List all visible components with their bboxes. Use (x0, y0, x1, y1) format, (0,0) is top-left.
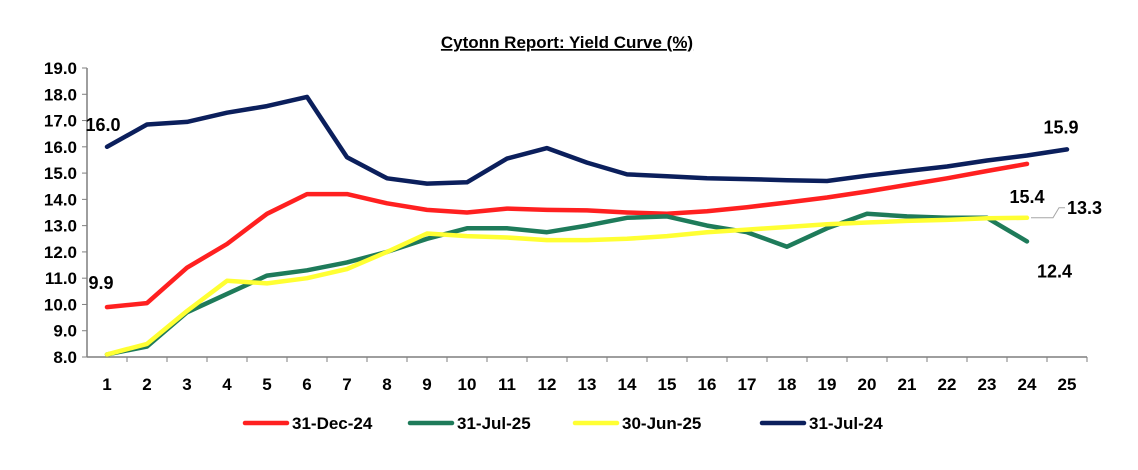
x-tick-label: 21 (898, 375, 917, 394)
x-tick-label: 20 (858, 375, 877, 394)
x-tick-label: 9 (422, 375, 431, 394)
y-tick-label: 14.0 (44, 190, 77, 209)
data-label: 13.3 (1067, 198, 1102, 218)
y-tick-label: 10.0 (44, 295, 77, 314)
series-layer (104, 94, 1070, 357)
legend-label: 31-Dec-24 (292, 414, 373, 433)
x-tick-label: 16 (698, 375, 717, 394)
data-label: 16.0 (85, 115, 120, 135)
data-label-leader (1031, 207, 1065, 219)
series-line-31-jul-25 (104, 211, 1030, 357)
x-tick-label: 24 (1018, 375, 1037, 394)
y-tick-label: 16.0 (44, 138, 77, 157)
y-tick-label: 18.0 (44, 85, 77, 104)
y-tick-label: 19.0 (44, 59, 77, 78)
x-tick-label: 18 (778, 375, 797, 394)
x-tick-label: 7 (342, 375, 351, 394)
x-tick-label: 8 (382, 375, 391, 394)
chart-title: Cytonn Report: Yield Curve (%) (441, 33, 693, 52)
chart-legend: 31-Dec-24 31-Jul-25 30-Jun-25 31-Jul-24 (242, 414, 883, 433)
x-tick-label: 22 (938, 375, 957, 394)
x-tick-label: 5 (262, 375, 271, 394)
x-tick-label: 11 (498, 375, 516, 394)
x-tick-label: 13 (578, 375, 597, 394)
legend-label: 31-Jul-25 (457, 414, 531, 433)
data-label: 9.9 (88, 273, 113, 293)
x-tick-label: 15 (658, 375, 677, 394)
x-tick-label: 19 (818, 375, 837, 394)
y-tick-label: 15.0 (44, 164, 77, 183)
series-line-31-dec-24 (104, 161, 1030, 310)
x-tick-label: 25 (1058, 375, 1077, 394)
y-tick-label: 17.0 (44, 112, 77, 131)
x-tick-label: 12 (538, 375, 557, 394)
data-label: 15.4 (1009, 187, 1044, 207)
data-label: 12.4 (1037, 261, 1072, 281)
x-tick-label: 6 (302, 375, 311, 394)
data-labels-layer: 16.0 9.9 15.9 15.4 13.3 12.4 (85, 115, 1102, 293)
data-label: 15.9 (1043, 117, 1078, 137)
series-line-31-jul-24 (104, 94, 1070, 186)
y-tick-label: 11.0 (45, 269, 77, 288)
legend-label: 31-Jul-24 (809, 414, 883, 433)
y-tick-label: 12.0 (44, 243, 77, 262)
x-tick-label: 2 (142, 375, 151, 394)
y-tick-label: 8.0 (53, 348, 77, 367)
x-tick-label: 3 (182, 375, 191, 394)
x-tick-label: 23 (978, 375, 997, 394)
series-line-30-jun-25 (104, 215, 1030, 357)
x-tick-label: 17 (738, 375, 757, 394)
x-tick-label: 4 (222, 375, 232, 394)
chart-axes: 8.09.010.011.012.013.014.015.016.017.018… (44, 59, 1088, 394)
x-tick-label: 14 (618, 375, 637, 394)
y-tick-label: 9.0 (53, 322, 77, 341)
x-tick-label: 10 (458, 375, 477, 394)
legend-label: 30-Jun-25 (622, 414, 701, 433)
x-tick-label: 1 (102, 375, 111, 394)
y-tick-label: 13.0 (44, 217, 77, 236)
